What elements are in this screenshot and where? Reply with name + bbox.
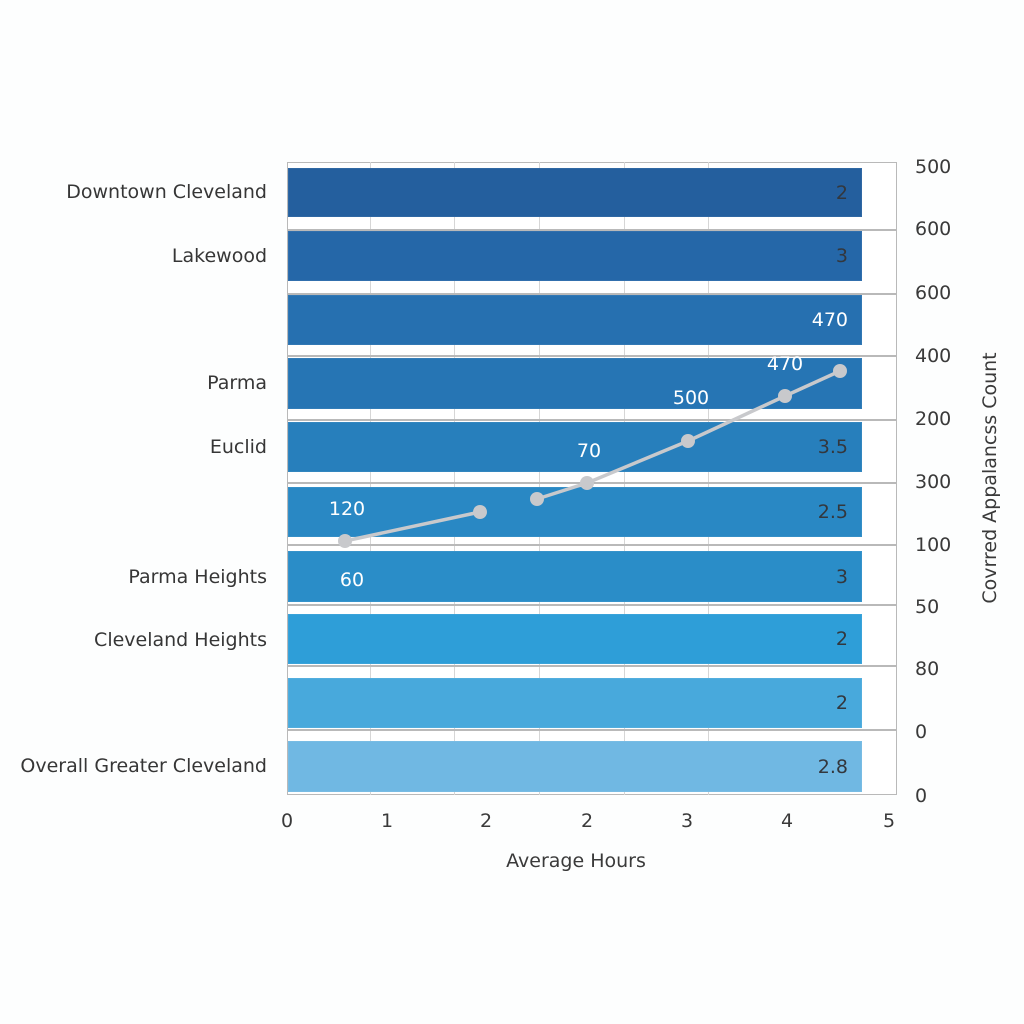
bar-value-label: 2.5 [817, 501, 848, 523]
right-axis-tick: 400 [915, 345, 952, 367]
right-axis-tick: 100 [915, 534, 952, 556]
category-label: Parma [207, 372, 267, 394]
right-axis-tick: 50 [915, 596, 940, 618]
bar-value-label: 470 [811, 309, 848, 331]
bar-unlabeled-3: 470 [288, 295, 862, 345]
vertical-gridline [454, 162, 455, 795]
right-axis-tick: 500 [915, 156, 952, 178]
category-label: Lakewood [171, 245, 267, 267]
category-label: Euclid [209, 436, 267, 458]
category-label: Parma Heights [128, 566, 267, 588]
bar-value-label: 3 [835, 565, 848, 588]
x-axis-tick: 5 [882, 810, 896, 832]
line-point-label: 120 [328, 498, 366, 520]
bar-unlabeled-9: 2 [288, 678, 862, 728]
bar-cleveland-heights: 2 [288, 614, 862, 664]
bar-lakewood: 3 [288, 231, 862, 281]
right-axis-tick: 600 [915, 282, 952, 304]
row-separator [287, 544, 897, 546]
bar-value-label: 3 [835, 245, 848, 267]
line-point-label: 470 [766, 353, 804, 375]
row-separator [287, 355, 897, 357]
right-axis-tick: 200 [915, 408, 952, 430]
row-separator [287, 482, 897, 484]
x-axis-tick: 2 [580, 810, 594, 832]
right-axis-tick: 0 [915, 721, 928, 743]
row-separator [287, 229, 897, 231]
row-separator [287, 293, 897, 295]
x-axis-title: Average Hours [506, 850, 646, 872]
right-axis-tick: 600 [915, 218, 952, 240]
vertical-gridline [370, 162, 371, 795]
category-label: Cleveland Heights [94, 629, 267, 651]
bar-value-label: 2 [835, 181, 848, 204]
right-axis-tick: 80 [915, 658, 940, 680]
row-separator [287, 665, 897, 667]
right-axis-title: Covrred Appalancss Count [979, 352, 1001, 604]
bar-unlabeled-6: 2.5 [288, 487, 862, 537]
row-separator [287, 604, 897, 606]
line-point-label: 60 [339, 569, 365, 591]
row-separator [287, 419, 897, 421]
bar-value-label: 2 [835, 692, 848, 714]
line-point-label: 70 [576, 440, 602, 462]
bar-value-label: 2.8 [817, 755, 848, 778]
category-label: Overall Greater Cleveland [20, 755, 267, 777]
bar-value-label: 2 [835, 628, 848, 650]
x-axis-tick: 0 [280, 810, 294, 832]
x-axis-tick: 4 [780, 810, 794, 832]
x-axis-tick: 2 [479, 810, 493, 832]
bar-euclid: 3.5 [288, 422, 862, 472]
bar-overall-greater-cleveland: 2.8 [288, 741, 862, 792]
line-point-label: 500 [672, 387, 710, 409]
bar-value-label: 3.5 [817, 436, 848, 458]
bar-downtown-cleveland: 2 [288, 168, 862, 217]
row-separator [287, 729, 897, 731]
right-axis-tick: 0 [915, 785, 928, 807]
category-label: Downtown Cleveland [66, 181, 267, 203]
x-axis-tick: 3 [680, 810, 694, 832]
right-axis-tick: 300 [915, 471, 952, 493]
x-axis-tick: 1 [380, 810, 394, 832]
bar-parma-heights: 3 [288, 551, 862, 602]
